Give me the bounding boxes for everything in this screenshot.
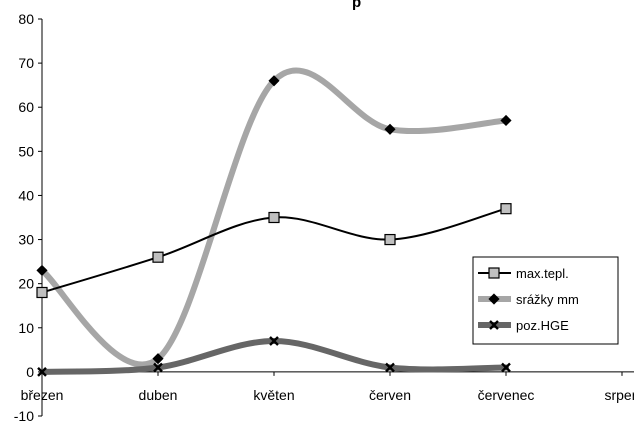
y-tick-label: 0 <box>26 364 34 380</box>
x-tick-label: květen <box>253 387 294 403</box>
data-point <box>152 353 164 365</box>
legend: max.tepl. srážky mm poz.HGE <box>472 256 619 345</box>
data-point <box>152 251 164 263</box>
y-tick-label: 20 <box>18 276 34 292</box>
x-tick-label: duben <box>139 387 178 403</box>
y-tick-label: 60 <box>18 99 34 115</box>
chart-title-fragment: p <box>352 0 361 11</box>
legend-marker <box>488 293 500 305</box>
data-point <box>500 114 512 127</box>
data-point <box>37 367 47 377</box>
y-tick-label: 10 <box>18 320 34 336</box>
y-tick-label: 80 <box>18 11 34 27</box>
axes: -10 0 10 20 30 40 50 60 70 80 březen duben květen čer… <box>14 11 634 421</box>
y-tick-label: 70 <box>18 55 34 71</box>
x-tick-label: březen <box>21 387 64 403</box>
data-point <box>384 233 396 246</box>
x-tick-label: srpen <box>604 387 634 403</box>
y-tick-label: 30 <box>18 232 34 248</box>
x-tick-label: červenec <box>478 387 535 403</box>
data-point <box>500 203 512 215</box>
data-point <box>36 286 48 299</box>
legend-entry: max.tepl. <box>478 266 569 281</box>
x-tick-label: červen <box>369 387 411 403</box>
y-tick-label: 40 <box>18 187 34 203</box>
data-point <box>385 362 395 373</box>
legend-label: max.tepl. <box>516 266 569 281</box>
legend-entry: poz.HGE <box>478 318 569 333</box>
y-tick-label: 50 <box>18 143 34 159</box>
data-point <box>268 75 280 87</box>
y-tick-label: -10 <box>14 408 34 421</box>
data-point <box>501 362 511 373</box>
series-line-1 <box>39 67 509 368</box>
series-layer <box>36 67 512 377</box>
data-point <box>384 123 396 135</box>
series-line-2 <box>39 338 509 375</box>
data-point <box>268 211 280 224</box>
legend-label: srážky mm <box>516 292 579 307</box>
legend-marker <box>489 320 499 330</box>
legend-marker <box>488 267 500 279</box>
data-point <box>36 264 48 276</box>
data-point <box>269 336 279 346</box>
legend-entry: srážky mm <box>478 292 579 307</box>
legend-label: poz.HGE <box>516 318 569 333</box>
data-point <box>153 362 163 373</box>
